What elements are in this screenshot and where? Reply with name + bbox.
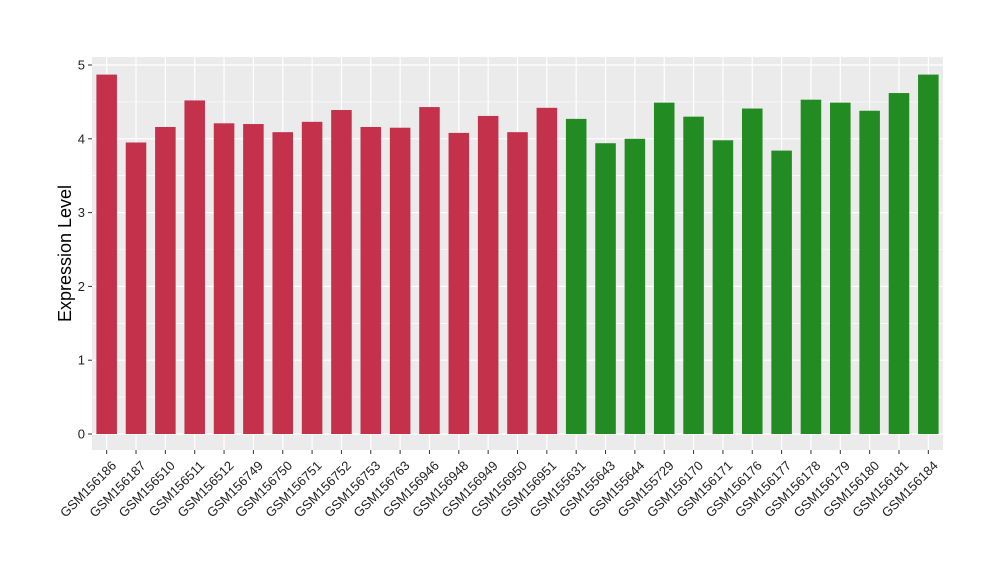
bar-GSM156951 [536, 107, 558, 434]
bar-GSM156178 [800, 99, 822, 434]
bar-GSM156181 [888, 93, 910, 434]
bar-GSM156510 [155, 126, 176, 434]
bar-GSM156950 [507, 132, 528, 434]
bar-GSM156949 [477, 115, 499, 434]
bar-GSM156184 [918, 74, 939, 435]
y-axis-title: Expression Level [55, 185, 75, 322]
bar-GSM156750 [272, 132, 294, 434]
bar-GSM156180 [859, 110, 880, 435]
bar-GSM156171 [712, 140, 734, 434]
bar-GSM156751 [301, 121, 323, 435]
bar-GSM155729 [653, 102, 675, 434]
bar-GSM156749 [243, 124, 264, 434]
bar-GSM156511 [184, 100, 205, 434]
bar-GSM156512 [213, 123, 235, 434]
bar-GSM156177 [771, 150, 792, 434]
bar-GSM156753 [360, 126, 382, 434]
y-tick-label: 1 [78, 353, 85, 368]
bar-GSM156186 [96, 74, 117, 435]
bar-GSM156170 [683, 116, 704, 434]
bar-GSM155644 [624, 138, 646, 435]
y-tick-label: 4 [78, 131, 85, 146]
bars [96, 74, 939, 435]
bar-GSM156752 [331, 110, 352, 434]
bar-GSM156946 [419, 107, 440, 434]
bar-GSM156763 [389, 127, 411, 434]
bar-GSM156187 [125, 142, 147, 435]
y-axis: 0 1 2 3 4 5 [78, 58, 92, 442]
y-tick-label: 3 [78, 205, 85, 220]
bar-GSM156948 [448, 132, 470, 434]
bar-GSM155631 [565, 118, 587, 435]
y-tick-label: 5 [78, 58, 85, 73]
x-axis: GSM156186GSM156187GSM156510GSM156511GSM1… [57, 450, 941, 520]
bar-GSM155643 [595, 143, 616, 434]
y-tick-label: 2 [78, 279, 85, 294]
bar-GSM156179 [830, 102, 851, 434]
bar-GSM156176 [741, 108, 763, 435]
y-tick-label: 0 [78, 427, 85, 442]
